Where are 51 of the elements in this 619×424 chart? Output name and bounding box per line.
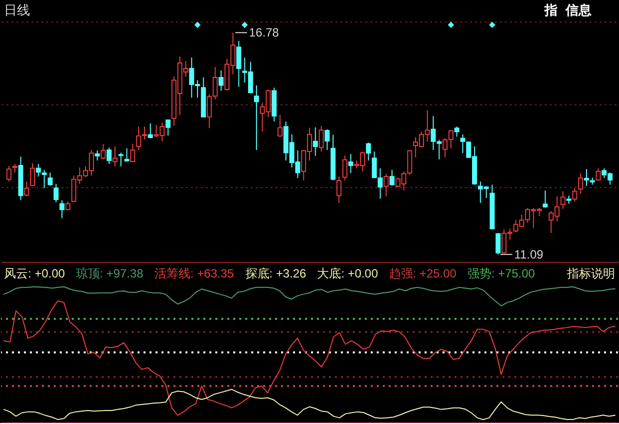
candlestick (584, 168, 589, 186)
candlestick (6, 165, 12, 182)
candlestick (48, 172, 53, 186)
candlestick (236, 40, 242, 88)
candlestick (348, 153, 354, 174)
candlestick (112, 146, 118, 167)
candlestick (572, 188, 578, 202)
candlestick (496, 232, 501, 255)
text: 活筹线: +63.35 (154, 266, 234, 280)
text: 风云: +0.00 (4, 266, 66, 280)
candlestick (124, 148, 130, 162)
series-label: 琼顶: +97.38 (76, 266, 144, 280)
chart-title: 日线 (4, 2, 30, 18)
candlestick (118, 152, 124, 167)
candlestick (42, 169, 47, 189)
candlestick (542, 190, 548, 208)
candlestick (36, 164, 41, 177)
text: 探底: +3.26 (245, 266, 307, 280)
candlestick (390, 169, 395, 186)
ref-line-label: 趋强: +25.00 (388, 266, 457, 280)
candlestick (454, 126, 460, 138)
candlestick (384, 173, 389, 197)
candlestick (318, 125, 324, 152)
annotation: 信息 (564, 2, 593, 18)
annotation: 指 (543, 2, 558, 18)
candlestick (218, 70, 224, 92)
candlestick (336, 176, 342, 204)
candlestick (578, 172, 584, 194)
candlestick (324, 128, 330, 150)
text: 大底: +0.00 (317, 266, 378, 280)
candlestick (106, 147, 112, 164)
candlestick (166, 119, 171, 136)
candlestick (560, 190, 566, 210)
candlestick (130, 143, 136, 163)
ref-line-label: 强势: +75.00 (467, 266, 536, 280)
candlestick (54, 183, 59, 203)
candlestick (312, 126, 318, 156)
candlestick (30, 162, 35, 186)
candlestick (278, 114, 283, 138)
text: 指标说明 (566, 266, 616, 280)
candlestick (596, 168, 601, 181)
candlestick (100, 144, 106, 160)
candlestick (342, 154, 348, 181)
candlestick (94, 150, 100, 161)
candlestick (24, 181, 30, 197)
annotation: 16.78 (249, 26, 280, 40)
candlestick (59, 200, 64, 219)
candlestick (148, 122, 153, 139)
annotation: 11.09 (514, 247, 544, 262)
candlestick (254, 84, 259, 150)
candlestick (366, 142, 371, 161)
